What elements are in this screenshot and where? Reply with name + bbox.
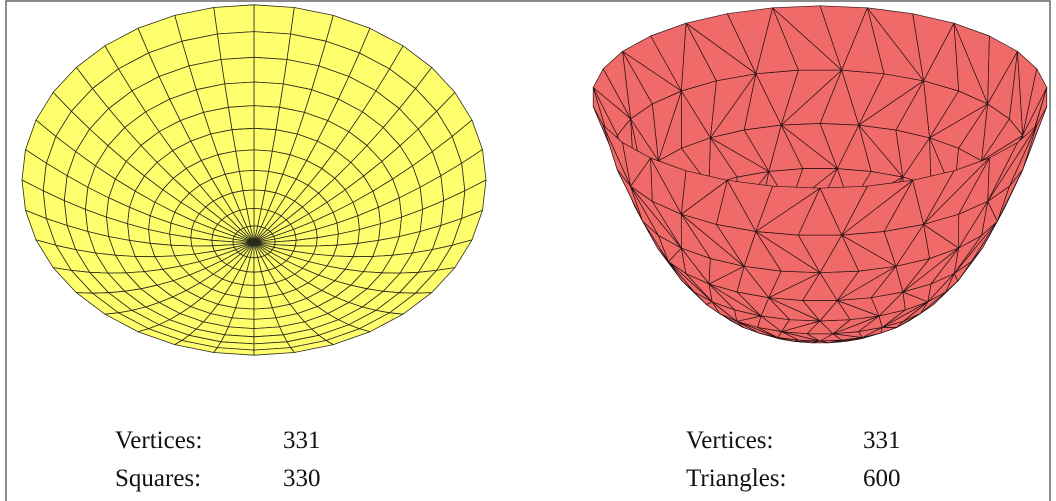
mesh-face [254, 32, 291, 60]
mesh-face [254, 308, 276, 320]
mesh-face [217, 32, 254, 60]
row-label: Triangles: [686, 465, 786, 492]
mesh-face [232, 308, 254, 320]
mesh-face [221, 57, 254, 84]
row-value: 331 [863, 427, 901, 454]
row-value: 330 [283, 465, 321, 492]
row-label: Vertices: [686, 427, 773, 454]
figure: Vertices: 331 Squares: 330 Vertices: 331… [0, 0, 1056, 501]
mesh-face [254, 5, 294, 34]
row-label: Vertices: [115, 427, 202, 454]
mesh-face [228, 106, 254, 130]
mesh-face [254, 82, 283, 107]
mesh-face [254, 106, 280, 130]
mesh-face [236, 297, 254, 309]
mesh-face [254, 57, 287, 84]
row-value: 331 [283, 427, 321, 454]
mesh-face [225, 82, 254, 107]
mesh-face [254, 297, 272, 309]
row-value: 600 [863, 465, 901, 492]
quad-mesh [22, 5, 486, 355]
row-label: Squares: [115, 465, 201, 492]
mesh-face [214, 5, 254, 34]
